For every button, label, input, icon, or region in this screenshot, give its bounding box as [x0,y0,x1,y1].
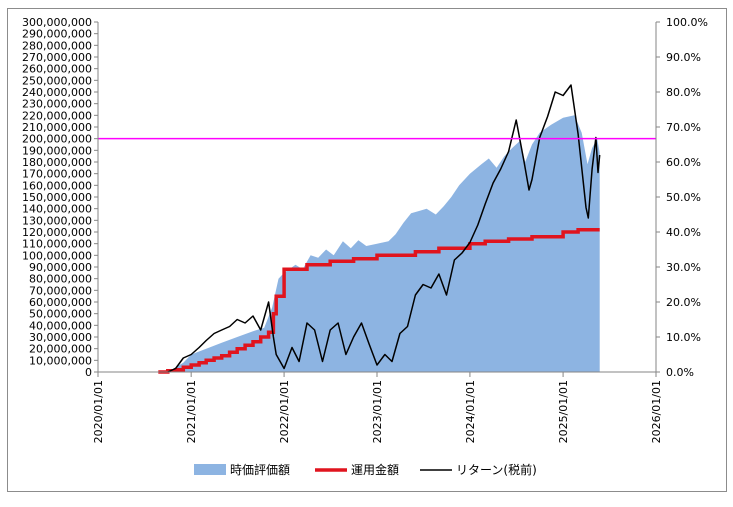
y-left-tick-label: 70,000,000 [29,284,92,297]
y-left-tick-label: 240,000,000 [22,86,92,99]
series-line-2 [167,84,601,373]
y-right-tick-label: 50.0% [666,191,701,204]
x-tick-label: 2021/01/01 [185,380,198,443]
y-left-tick-label: 110,000,000 [22,238,92,251]
y-right-tick-label: 20.0% [666,296,701,309]
y-left-tick-label: 20,000,000 [29,343,92,356]
y-right-tick-label: 30.0% [666,261,701,274]
y-left-tick-label: 300,000,000 [22,16,92,29]
y-right-tick-label: 100.0% [666,16,708,29]
series-area-0 [160,115,600,373]
y-left-tick-label: 180,000,000 [22,156,92,169]
y-right-tick-label: 40.0% [666,226,701,239]
area-series-layer [160,115,600,373]
y-left-tick-label: 100,000,000 [22,249,92,262]
y-left-tick-label: 250,000,000 [22,74,92,87]
x-tick-label: 2022/01/01 [278,380,291,443]
y-left-tick-label: 210,000,000 [22,121,92,134]
y-left-tick-label: 50,000,000 [29,308,92,321]
x-tick-label: 2024/01/01 [464,380,477,443]
x-tick-label: 2023/01/01 [371,380,384,443]
x-tick-label: 2020/01/01 [92,380,105,443]
y-left-tick-label: 230,000,000 [22,98,92,111]
legend: 時価評価額 運用金額 リターン(税前) [194,462,537,477]
y-left-tick-label: 90,000,000 [29,261,92,274]
y-left-tick-label: 260,000,000 [22,63,92,76]
y-left-tick-label: 160,000,000 [22,179,92,192]
axes: 010,000,00020,000,00030,000,00040,000,00… [22,16,708,443]
y-left-tick-label: 10,000,000 [29,354,92,367]
y-right-tick-label: 90.0% [666,51,701,64]
y-left-tick-label: 140,000,000 [22,203,92,216]
y-left-tick-label: 220,000,000 [22,109,92,122]
chart: 010,000,00020,000,00030,000,00040,000,00… [22,16,708,477]
y-left-tick-label: 130,000,000 [22,214,92,227]
y-left-tick-label: 80,000,000 [29,273,92,286]
y-left-tick-label: 200,000,000 [22,133,92,146]
y-left-tick-label: 190,000,000 [22,144,92,157]
y-left-tick-label: 290,000,000 [22,28,92,41]
y-right-tick-label: 70.0% [666,121,701,134]
y-left-tick-label: 30,000,000 [29,331,92,344]
y-right-tick-label: 80.0% [666,86,701,99]
y-left-tick-label: 120,000,000 [22,226,92,239]
y-left-tick-label: 60,000,000 [29,296,92,309]
legend-label: 時価評価額 [230,462,290,477]
y-right-tick-label: 0.0% [666,366,694,379]
y-right-tick-label: 10.0% [666,331,701,344]
series-step-1 [158,227,600,374]
y-left-tick-label: 280,000,000 [22,39,92,52]
legend-label: リターン(税前) [456,462,537,477]
y-right-tick-label: 60.0% [666,156,701,169]
y-left-tick-label: 0 [85,366,92,379]
x-tick-label: 2026/01/01 [650,380,663,443]
y-left-tick-label: 170,000,000 [22,168,92,181]
chart-frame: 0 10,000,000 20,000,000 30,000,000 40,000,00… [7,8,727,492]
y-left-tick-label: 150,000,000 [22,191,92,204]
line-series-layer [158,84,601,374]
legend-label: 運用金額 [351,462,399,477]
y-left-tick-label: 270,000,000 [22,51,92,64]
legend-swatch-area [194,464,226,475]
y-left-tick-label: 40,000,000 [29,319,92,332]
x-tick-label: 2025/01/01 [557,380,570,443]
